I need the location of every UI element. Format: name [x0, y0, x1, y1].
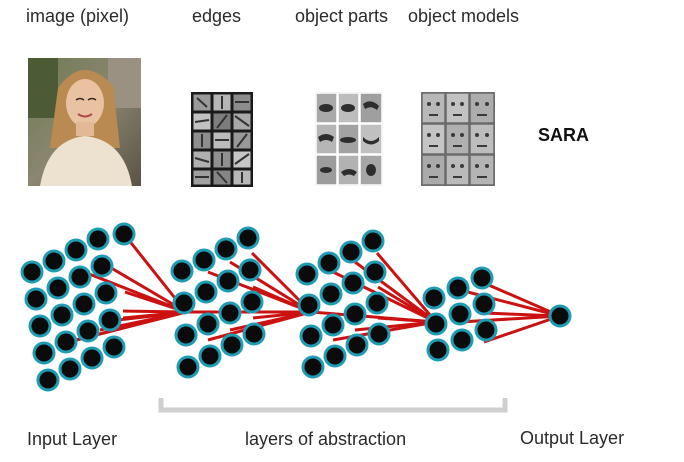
- label-output-layer: Output Layer: [520, 428, 625, 448]
- network-node: [214, 237, 238, 261]
- network-node: [470, 266, 494, 290]
- network-node: [80, 346, 104, 370]
- network-nodes: [20, 222, 572, 392]
- network-node: [424, 312, 448, 336]
- network-node: [46, 276, 70, 300]
- label-object-models: object models: [408, 6, 520, 26]
- connection-line: [483, 281, 561, 318]
- network-node: [422, 286, 446, 310]
- face-parts-icon: [315, 92, 383, 186]
- label-image-pixel: image (pixel): [26, 6, 130, 26]
- connection-line: [459, 314, 561, 324]
- network-node: [367, 322, 391, 346]
- network-node: [446, 276, 470, 300]
- label-object-parts: object parts: [295, 6, 389, 26]
- network-node: [242, 322, 266, 346]
- network-node: [196, 312, 220, 336]
- network-node: [90, 254, 114, 278]
- network-node: [319, 282, 343, 306]
- network-node: [218, 301, 242, 325]
- label-edges: edges: [192, 6, 242, 26]
- connection-line: [459, 288, 561, 318]
- network-node: [426, 338, 450, 362]
- network-node: [192, 248, 216, 272]
- network-node: [102, 335, 126, 359]
- network-node: [295, 262, 319, 286]
- network-node: [86, 227, 110, 251]
- network-node: [472, 292, 496, 316]
- network-node: [94, 281, 118, 305]
- network-node: [548, 304, 572, 328]
- network-node: [194, 280, 218, 304]
- network-node: [172, 291, 196, 315]
- network-node: [72, 292, 96, 316]
- network-node: [170, 259, 194, 283]
- label-input-layer: Input Layer: [27, 429, 118, 449]
- connection-line: [375, 252, 438, 323]
- network-node: [198, 344, 222, 368]
- face-models-icon: [421, 92, 495, 186]
- connection-line: [55, 310, 187, 347]
- network-node: [236, 226, 260, 250]
- network-node: [299, 324, 323, 348]
- network-node: [76, 319, 100, 343]
- network-node: [361, 229, 385, 253]
- network-node: [317, 251, 341, 275]
- portrait-photo-icon: [28, 58, 141, 186]
- network-node: [238, 258, 262, 282]
- connection-line: [483, 314, 561, 344]
- network-node: [339, 240, 363, 264]
- network-node: [363, 260, 387, 284]
- network-node: [341, 271, 365, 295]
- network-node: [20, 260, 44, 284]
- abstraction-bracket: [158, 398, 508, 413]
- result-name-label: SARA: [538, 125, 590, 145]
- connection-line: [377, 285, 437, 324]
- network-node: [365, 291, 389, 315]
- network-node: [297, 293, 321, 317]
- network-node: [345, 333, 369, 357]
- network-node: [32, 341, 56, 365]
- network-node: [240, 290, 264, 314]
- network-node: [58, 357, 82, 381]
- network-node: [220, 333, 244, 357]
- network-node: [474, 318, 498, 342]
- label-layers-of-abstraction: layers of abstraction: [245, 429, 407, 449]
- network-node: [42, 249, 66, 273]
- network-node: [36, 368, 60, 392]
- network-node: [301, 355, 325, 379]
- network-node: [216, 269, 240, 293]
- network-node: [28, 314, 52, 338]
- network-node: [24, 287, 48, 311]
- network-node: [343, 302, 367, 326]
- network-node: [323, 344, 347, 368]
- network-node: [112, 222, 136, 246]
- network-node: [50, 303, 74, 327]
- network-node: [450, 328, 474, 352]
- network-node: [176, 355, 200, 379]
- network-node: [68, 265, 92, 289]
- edge-filters-icon: [191, 92, 253, 187]
- connection-line: [100, 260, 187, 314]
- network-node: [64, 238, 88, 262]
- network-node: [54, 330, 78, 354]
- network-node: [174, 323, 198, 347]
- network-node: [448, 302, 472, 326]
- network-node: [98, 308, 122, 332]
- network-node: [321, 313, 345, 337]
